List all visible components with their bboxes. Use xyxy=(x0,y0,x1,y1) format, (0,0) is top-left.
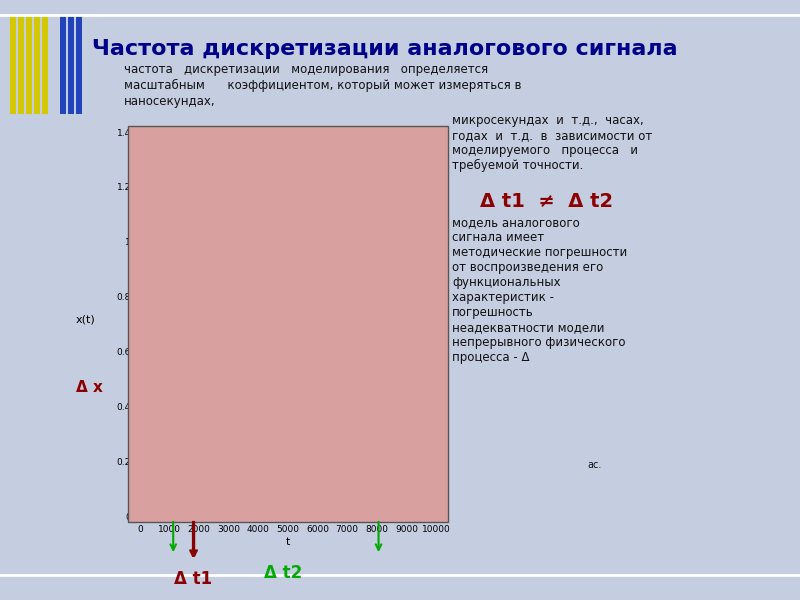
Text: масштабным      коэффициентом, который может измеряться в: масштабным коэффициентом, который может … xyxy=(124,79,522,92)
Text: Δ t1: Δ t1 xyxy=(174,570,212,588)
Text: микросекундах  и  т.д.,  часах,
годах  и  т.д.  в  зависимости от
моделируемого : микросекундах и т.д., часах, годах и т.д… xyxy=(452,114,652,172)
Text: Δ t1  ≠  Δ t2: Δ t1 ≠ Δ t2 xyxy=(480,192,613,211)
Text: частота   дискретизации   моделирования   определяется: частота дискретизации моделирования опре… xyxy=(124,63,488,76)
Y-axis label: x(t): x(t) xyxy=(76,314,96,324)
X-axis label: t: t xyxy=(286,537,290,547)
Text: наносекундах,: наносекундах, xyxy=(124,95,216,109)
Text: ac.: ac. xyxy=(587,460,602,470)
Text: Δ x: Δ x xyxy=(76,379,103,395)
Text: Δ t2: Δ t2 xyxy=(264,564,302,582)
Text: модель аналогового
сигнала имеет
методические погрешности
от воспроизведения его: модель аналогового сигнала имеет методич… xyxy=(452,216,627,364)
Text: Частота дискретизации аналогового сигнала: Частота дискретизации аналогового сигнал… xyxy=(92,39,678,59)
